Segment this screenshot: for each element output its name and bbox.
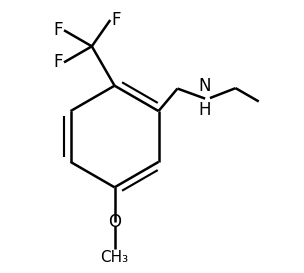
Text: F: F: [112, 11, 121, 29]
Text: O: O: [108, 213, 121, 231]
Text: N: N: [199, 77, 211, 95]
Text: F: F: [53, 21, 63, 39]
Text: H: H: [199, 101, 211, 119]
Text: CH₃: CH₃: [101, 250, 129, 265]
Text: F: F: [53, 53, 63, 71]
